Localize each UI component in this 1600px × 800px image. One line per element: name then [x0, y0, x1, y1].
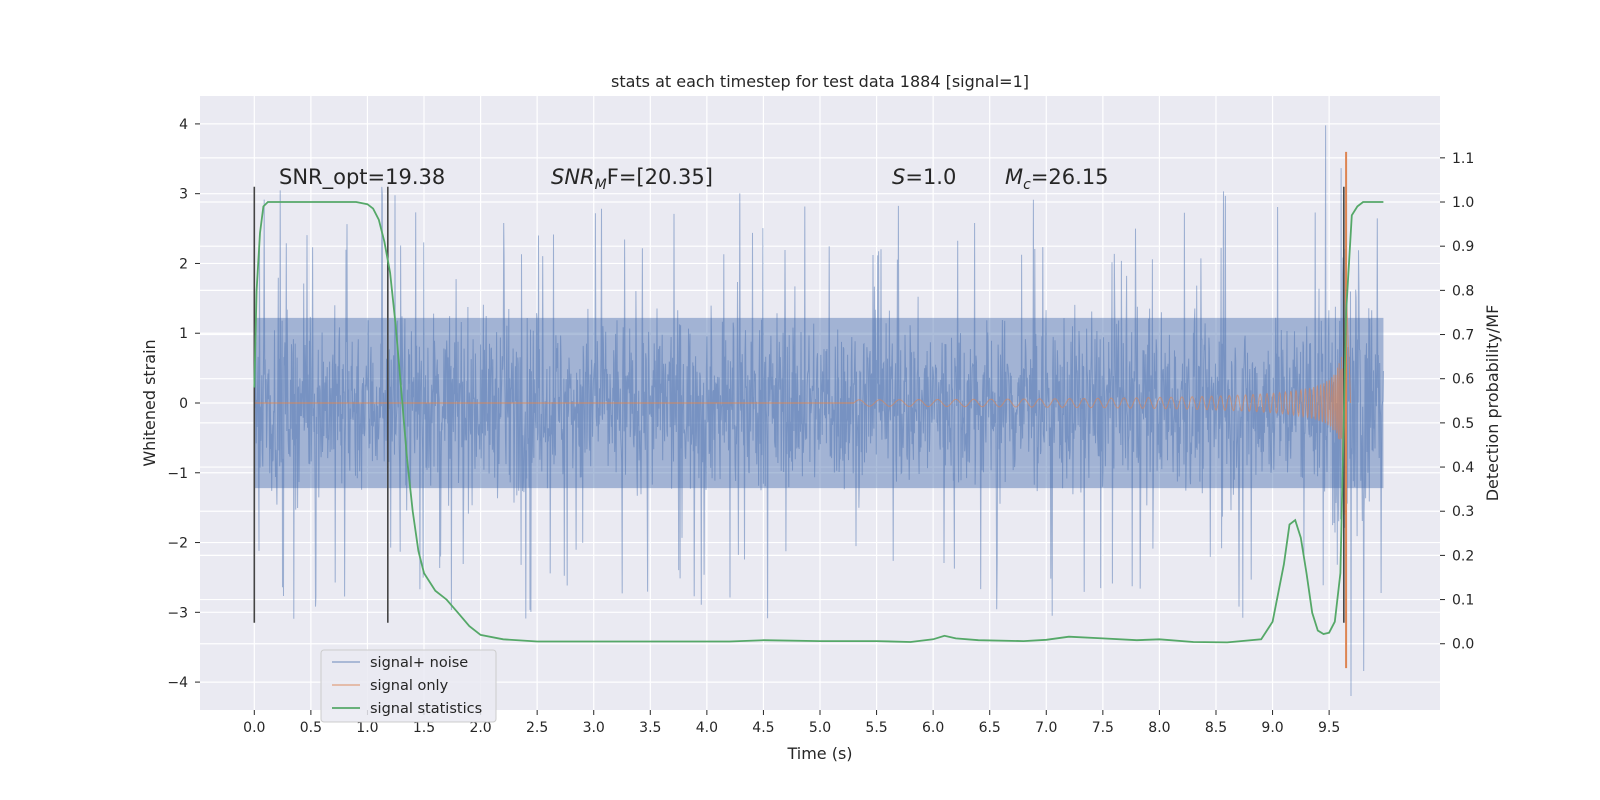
annotation-s-value: =1.0: [905, 165, 956, 189]
x-tick-label: 4.5: [752, 720, 774, 736]
y-tick-label: 2: [179, 256, 188, 272]
annotation-mc: Mc=26.15: [1005, 165, 1109, 193]
x-tick-label: 7.0: [1035, 720, 1057, 736]
y2-tick-label: 0.0: [1452, 637, 1474, 653]
annotation-s: S=1.0: [892, 165, 956, 189]
y2-tick-label: 0.5: [1452, 416, 1474, 432]
chart-title: stats at each timestep for test data 188…: [611, 72, 1029, 91]
y2-tick-label: 0.7: [1452, 328, 1474, 344]
legend: signal+ noise signal only signal statist…: [320, 649, 497, 723]
annotation-snr-mf-main: SNR: [551, 165, 595, 189]
y2-axis-ticks: 1.1 1.0 0.9 0.8 0.7 0.6 0.5 0.4 0.3 0.2 0.1 0.0: [1440, 151, 1474, 653]
x-tick-label: 5.0: [809, 720, 831, 736]
legend-box: [320, 649, 497, 723]
y2-tick-label: 1.0: [1452, 195, 1474, 211]
y2-tick-label: 1.1: [1452, 151, 1474, 167]
statistics-line: [253, 201, 1384, 644]
y-tick-label: −2: [167, 536, 188, 552]
x-tick-label: 2.0: [469, 720, 491, 736]
y2-tick-label: 0.2: [1452, 548, 1474, 564]
series-signal-only: [254, 151, 1352, 669]
x-tick-label: 3.0: [583, 720, 605, 736]
x-tick-label: 9.5: [1318, 720, 1340, 736]
x-tick-label: 8.5: [1205, 720, 1227, 736]
noise-trace: [253, 125, 1384, 697]
y2-tick-label: 0.4: [1452, 460, 1474, 476]
annotation-mc-main: M: [1005, 165, 1023, 189]
y-tick-label: −3: [167, 605, 188, 621]
x-tick-label: 6.5: [979, 720, 1001, 736]
annotation-s-main: S: [892, 165, 905, 189]
x-tick-label: 0.0: [243, 720, 265, 736]
annotations: SNR_opt=19.38 SNRMF=[20.35] S=1.0 Mc=26.…: [279, 165, 1109, 193]
annotation-snr-opt: SNR_opt=19.38: [279, 165, 445, 190]
x-tick-label: 7.5: [1092, 720, 1114, 736]
annotation-mc-value: =26.15: [1031, 165, 1109, 189]
y-tick-label: 0: [179, 396, 188, 412]
series-signal-statistics: [253, 201, 1384, 644]
y2-axis-label: Detection probability/MF: [1483, 305, 1502, 502]
y-tick-label: 1: [179, 326, 188, 342]
y-axis-ticks: 4 3 2 1 0 −1 −2 −3 −4: [167, 117, 200, 691]
annotation-snr-mf: SNRMF=[20.35]: [551, 165, 713, 193]
x-tick-label: 6.0: [922, 720, 944, 736]
x-axis-ticks: 0.0 0.5 1.0 1.5 2.0 2.5 3.0 3.5 4.0 4.5 5.0 5.5 6.0 6…: [243, 710, 1340, 736]
y-axis-label: Whitened strain: [140, 339, 159, 466]
x-tick-label: 9.0: [1261, 720, 1283, 736]
annotation-snr-mf-sub: M: [595, 177, 607, 193]
y2-tick-label: 0.6: [1452, 372, 1474, 388]
legend-label-signal-plus-noise: signal+ noise: [370, 655, 468, 671]
x-tick-label: 1.5: [413, 720, 435, 736]
x-tick-label: 0.5: [300, 720, 322, 736]
y-tick-label: −4: [167, 675, 188, 691]
y-tick-label: −1: [167, 466, 188, 482]
legend-label-signal-only: signal only: [370, 678, 449, 694]
x-tick-label: 5.5: [865, 720, 887, 736]
y-tick-label: 3: [179, 187, 188, 203]
y2-tick-label: 0.3: [1452, 504, 1474, 520]
x-tick-label: 1.0: [356, 720, 378, 736]
legend-label-signal-statistics: signal statistics: [370, 701, 482, 717]
x-tick-label: 4.0: [696, 720, 718, 736]
y-tick-label: 4: [179, 117, 188, 133]
y2-tick-label: 0.8: [1452, 283, 1474, 299]
x-axis-label: Time (s): [786, 744, 852, 763]
x-tick-label: 8.0: [1148, 720, 1170, 736]
annotation-mc-sub: c: [1023, 177, 1031, 193]
x-tick-label: 2.5: [526, 720, 548, 736]
x-tick-label: 3.5: [639, 720, 661, 736]
y2-tick-label: 0.1: [1452, 593, 1474, 609]
chirp-trace: [853, 281, 1352, 515]
y2-tick-label: 0.9: [1452, 239, 1474, 255]
annotation-snr-mf-value: F=[20.35]: [607, 165, 713, 189]
